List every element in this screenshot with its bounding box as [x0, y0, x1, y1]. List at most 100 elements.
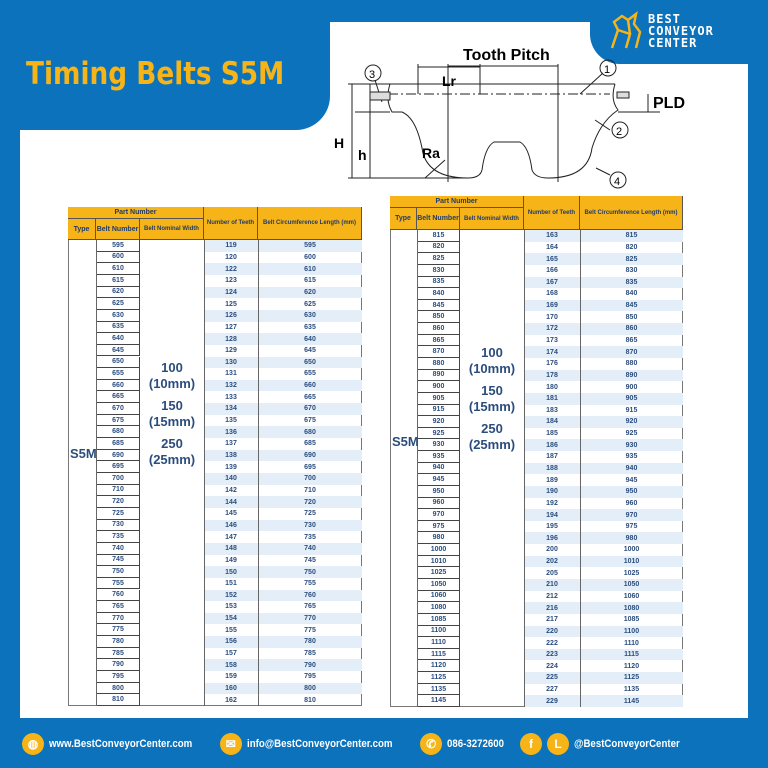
header-circumference: Belt Circumference Length (mm)	[580, 196, 683, 230]
circumference-cell: 725	[304, 510, 316, 518]
circumference-cell: 680	[258, 426, 362, 439]
circumference-cell: 625	[304, 300, 316, 308]
belt-number-cell: 725	[96, 507, 140, 520]
circumference-cell: 700	[258, 473, 362, 485]
circumference-cell: 735	[304, 533, 316, 541]
circumference-cell: 825	[580, 253, 683, 265]
belt-number-cell: 650	[96, 356, 140, 369]
circumference-cell: 865	[625, 337, 638, 345]
teeth-cell: 125	[225, 300, 237, 308]
width-mm: (10mm)	[468, 361, 516, 376]
circumference-cell: 835	[580, 276, 683, 289]
belt-number-cell: 845	[417, 299, 460, 312]
belt-number-cell: 945	[417, 474, 460, 486]
H-label: H	[334, 135, 344, 151]
belt-number-cell: 670	[96, 403, 140, 415]
width-option: 100 (10mm)	[140, 360, 204, 392]
teeth-cell: 158	[204, 659, 258, 672]
teeth-cell: 159	[225, 673, 237, 681]
circumference-cell: 630	[258, 309, 362, 322]
line-icon[interactable]: L	[547, 733, 570, 755]
header-belt-number: Belt Number	[417, 208, 460, 230]
teeth-cell: 140	[204, 473, 258, 485]
teeth-cell: 156	[204, 636, 258, 648]
teeth-cell: 144	[204, 496, 258, 508]
belt-number-cell: 745	[96, 554, 140, 567]
belt-number-cell: 820	[417, 241, 460, 254]
footer: ◍ www.BestConveyorCenter.com ✉ info@Best…	[0, 728, 768, 760]
belt-number-cell: 930	[417, 439, 460, 452]
circumference-cell: 610	[258, 263, 362, 275]
type-cell: S5M	[70, 446, 97, 461]
belt-number-cell: 730	[96, 519, 140, 532]
circumference-cell: 1080	[580, 602, 683, 614]
belt-number-cell: 700	[96, 473, 140, 485]
belt-number-cell: 905	[417, 392, 460, 405]
circumference-cell: 970	[580, 509, 683, 521]
circumference-cell: 1025	[623, 569, 640, 577]
phone-number[interactable]: 086-3272600	[447, 738, 505, 750]
teeth-cell: 224	[546, 662, 558, 670]
teeth-cell: 200	[546, 546, 558, 554]
circumference-cell: 870	[580, 346, 683, 358]
belt-number-cell: 850	[417, 311, 460, 324]
width-mm: (10mm)	[148, 376, 196, 391]
belt-number-cell: 750	[96, 566, 140, 578]
width-mm: (15mm)	[148, 414, 196, 429]
teeth-cell: 216	[524, 602, 580, 614]
width-option: 100 (10mm)	[460, 345, 524, 377]
teeth-cell: 123	[225, 277, 237, 285]
belt-number-cell: 825	[417, 253, 460, 265]
belt-number-cell: 1100	[417, 625, 460, 638]
circumference-cell: 820	[625, 243, 638, 251]
teeth-cell: 190	[524, 485, 580, 498]
belt-number-cell: 975	[417, 520, 460, 533]
belt-number-cell: 1085	[417, 613, 460, 626]
email-link[interactable]: info@BestConveyorCenter.com	[246, 738, 393, 750]
circumference-cell: 830	[625, 267, 638, 275]
teeth-cell: 138	[204, 449, 258, 462]
column-divider	[524, 230, 525, 707]
teeth-cell: 152	[204, 589, 258, 602]
circumference-cell: 845	[580, 299, 683, 312]
teeth-cell: 127	[225, 323, 237, 331]
belt-number-cell: 860	[417, 323, 460, 335]
belt-number-cell: 940	[417, 462, 460, 475]
circumference-cell: 915	[625, 406, 638, 414]
teeth-cell: 168	[546, 290, 558, 298]
teeth-cell: 122	[204, 263, 258, 275]
belt-number-cell: 1135	[417, 683, 460, 696]
callout-4: 4	[614, 176, 620, 188]
belt-number-cell: 1125	[417, 672, 460, 684]
teeth-cell: 222	[546, 639, 558, 647]
teeth-cell: 128	[204, 333, 258, 345]
website-link[interactable]: www.BestConveyorCenter.com	[49, 738, 193, 750]
pld-label: PLD	[653, 95, 685, 112]
belt-number-cell: 840	[417, 288, 460, 300]
belt-number-cell: 950	[417, 485, 460, 498]
teeth-cell: 229	[524, 695, 580, 707]
lr-label: Lr	[442, 73, 457, 89]
teeth-cell: 163	[524, 230, 580, 242]
belt-number-cell: 1025	[417, 567, 460, 579]
circumference-cell: 1110	[624, 639, 639, 647]
teeth-cell: 169	[524, 299, 580, 312]
teeth-cell: 146	[204, 519, 258, 532]
belt-number-cell: 695	[96, 461, 140, 473]
belt-number-cell: 865	[417, 334, 460, 347]
globe-icon: ◍	[22, 733, 44, 755]
header-part-number: Part Number	[390, 196, 524, 208]
belt-nominal-width-cell: 100 (10mm) 150 (15mm) 250 (25mm)	[140, 360, 204, 474]
circumference-cell: 860	[580, 323, 683, 335]
teeth-cell: 126	[204, 309, 258, 322]
teeth-cell: 195	[546, 523, 558, 531]
belt-number-cell: 600	[96, 251, 140, 264]
teeth-cell: 210	[524, 579, 580, 591]
width-value: 100	[481, 345, 503, 360]
facebook-icon[interactable]: f	[520, 733, 543, 755]
circumference-cell: 1100	[580, 625, 683, 638]
teeth-cell: 153	[225, 603, 237, 611]
social-handle[interactable]: @BestConveyorCenter	[574, 738, 680, 750]
teeth-cell: 192	[546, 499, 558, 507]
belt-number-cell: 660	[96, 379, 140, 392]
